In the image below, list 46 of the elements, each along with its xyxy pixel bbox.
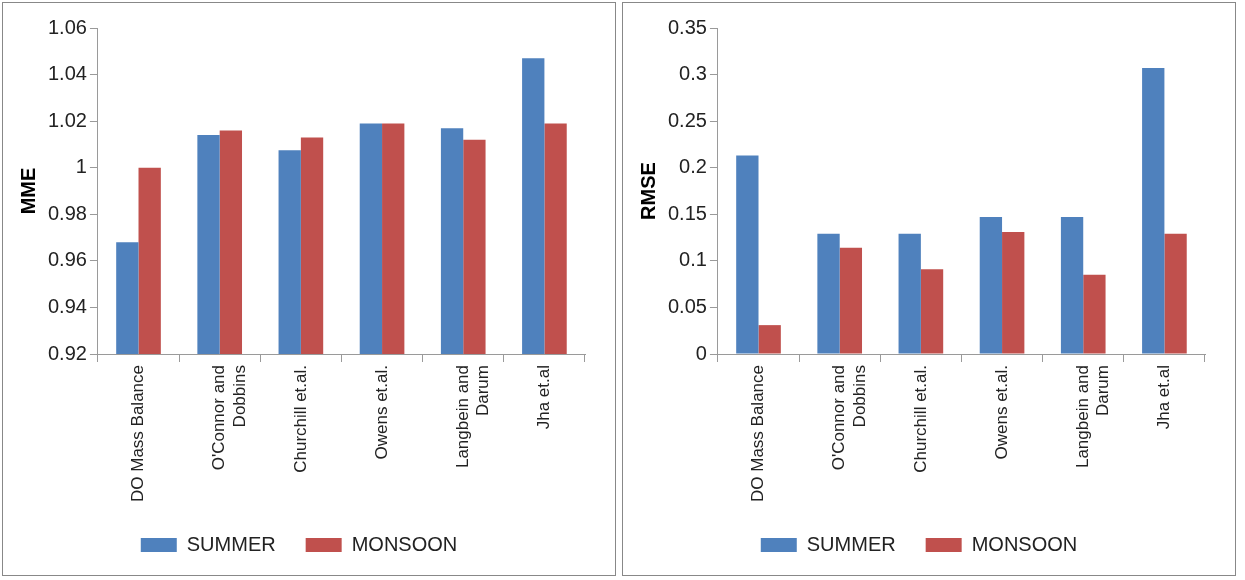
- y-tick-label: 0.25: [667, 108, 707, 131]
- bar: [839, 247, 863, 354]
- x-tick-label: Churchill et.al.: [290, 365, 310, 473]
- x-tick-label: O'Connor and Dobbins: [829, 365, 869, 471]
- y-tick-label: 1.02: [47, 108, 87, 131]
- x-tick-label: DO Mass Balance: [128, 365, 148, 502]
- y-tick-label: 0.05: [667, 294, 707, 317]
- x-tick-label: Churchill et.al.: [910, 365, 930, 473]
- bar: [1060, 217, 1084, 354]
- y-axis-title: RMSE: [636, 162, 659, 220]
- y-tick-label: 0.94: [47, 294, 87, 317]
- y-tick-label: 1.04: [47, 62, 87, 85]
- y-tick-label: 0.92: [47, 341, 87, 364]
- x-tick-label: Owens et.al.: [991, 365, 1011, 460]
- x-tick-label: Langbein and Darum: [1072, 365, 1113, 469]
- y-tick-label: 0.98: [47, 201, 87, 224]
- bar: [758, 325, 781, 354]
- y-tick-label: 0.1: [679, 248, 707, 271]
- legend-label: SUMMER: [806, 532, 896, 555]
- bar: [736, 155, 759, 354]
- bar: [1142, 68, 1165, 354]
- y-tick-label: 0.15: [667, 201, 707, 224]
- y-tick-label: 1: [75, 155, 87, 178]
- bar: [1164, 233, 1187, 354]
- legend-label: MONSOON: [351, 532, 458, 555]
- x-tick-label: Jha et.al: [534, 365, 554, 430]
- legend-label: SUMMER: [186, 532, 276, 555]
- x-tick-label: Langbein and Darum: [452, 365, 493, 469]
- x-tick-label: DO Mass Balance: [748, 365, 768, 502]
- y-axis-title: MME: [16, 167, 39, 215]
- bar: [920, 269, 944, 354]
- bar: [979, 217, 1003, 354]
- bar: [1083, 274, 1106, 354]
- y-tick-label: 0: [695, 341, 707, 364]
- y-tick-label: 1.06: [47, 15, 87, 38]
- bar: [817, 233, 840, 354]
- x-tick-label: Owens et.al.: [371, 365, 391, 460]
- legend-label: MONSOON: [971, 532, 1078, 555]
- y-tick-label: 0.2: [679, 155, 707, 178]
- x-tick-label: O'Connor and Dobbins: [209, 365, 249, 471]
- bar: [898, 233, 921, 354]
- x-tick-label: Jha et.al: [1154, 365, 1174, 430]
- y-tick-label: 0.35: [667, 15, 707, 38]
- y-tick-label: 0.96: [47, 248, 87, 271]
- y-tick-label: 0.3: [679, 62, 707, 85]
- bar: [1002, 231, 1025, 354]
